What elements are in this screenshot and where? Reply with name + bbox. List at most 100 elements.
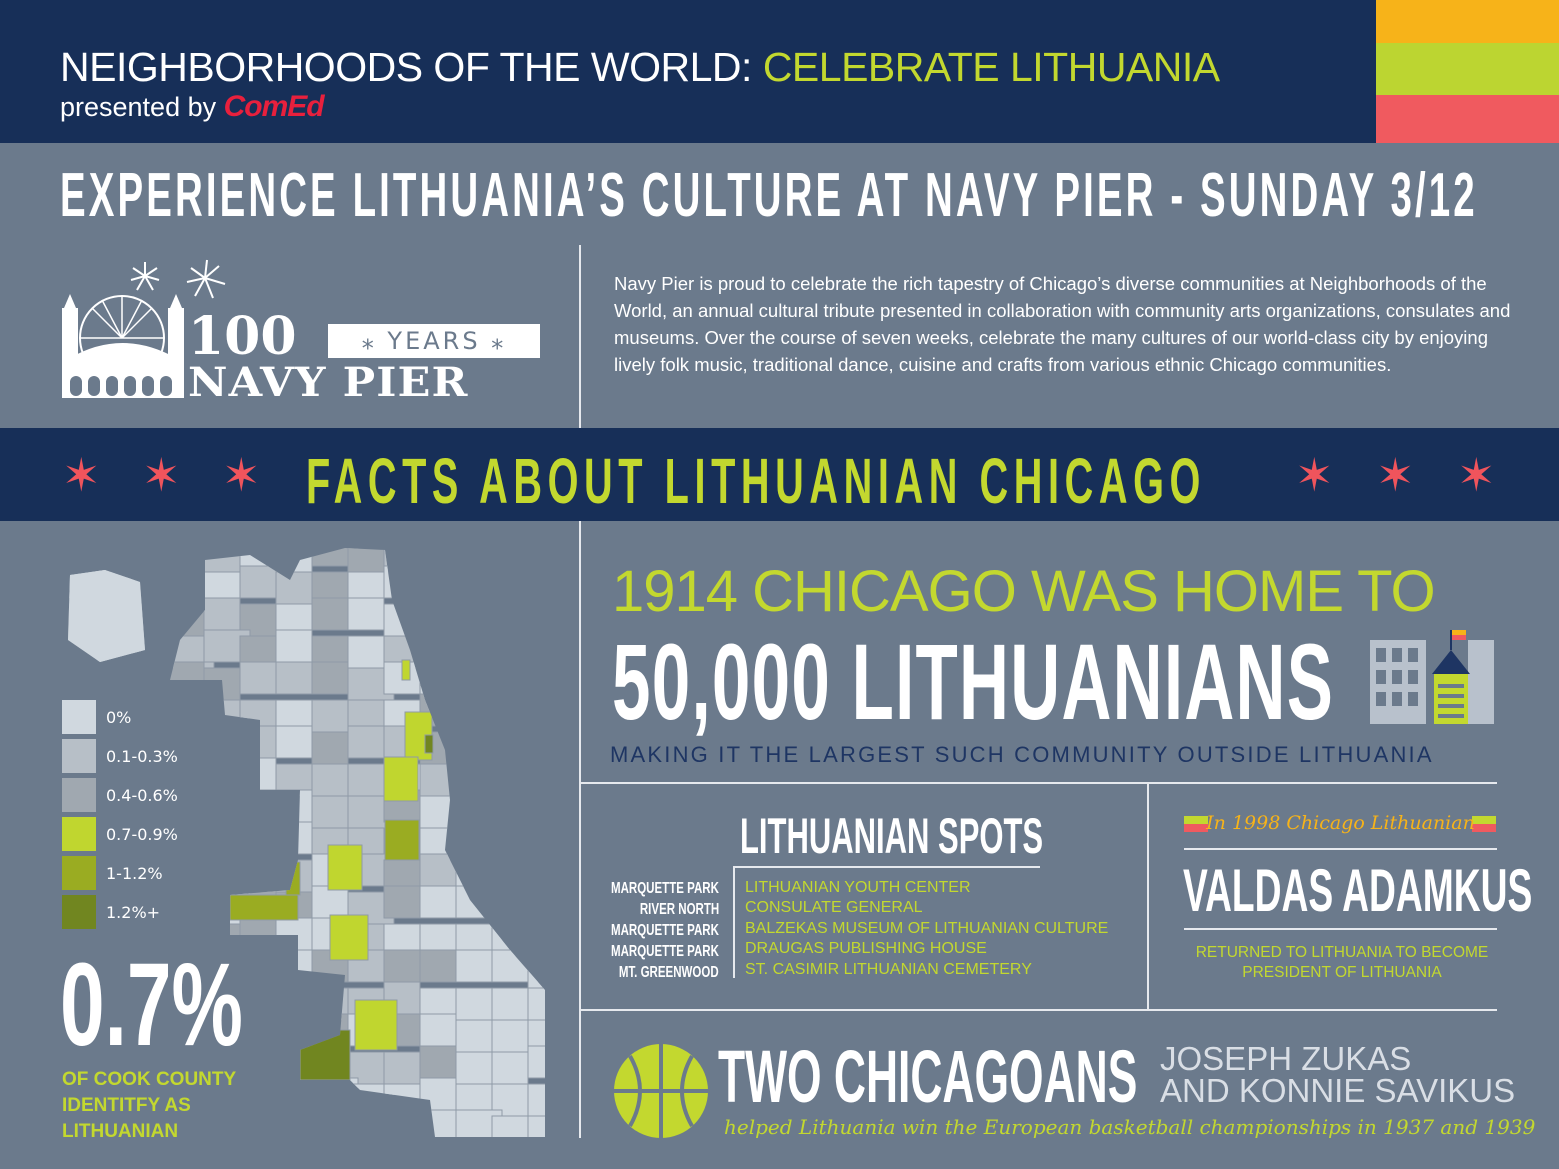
map-region xyxy=(419,763,467,797)
map-region xyxy=(167,603,205,637)
map-region xyxy=(527,629,545,663)
spot-place: LITHUANIAN YOUTH CENTER xyxy=(745,879,971,896)
intro-paragraph: Navy Pier is proud to celebrate the rich… xyxy=(614,273,1511,375)
map-region xyxy=(455,949,493,983)
divider xyxy=(579,521,581,1138)
map-region xyxy=(419,1077,457,1111)
star-icon: ✶ xyxy=(142,448,181,502)
map-region xyxy=(527,853,545,887)
map-region xyxy=(275,1115,323,1137)
map-region xyxy=(383,1083,421,1117)
map-region xyxy=(383,565,431,599)
map-region xyxy=(239,981,287,1015)
logo-years-text: YEARS xyxy=(387,327,481,355)
map-region xyxy=(95,548,143,573)
map-region xyxy=(167,693,205,727)
star-icon: ✶ xyxy=(62,448,101,502)
map-region xyxy=(419,667,457,701)
flag-icon xyxy=(1184,816,1208,824)
map-region xyxy=(167,661,205,695)
map-region xyxy=(229,894,299,921)
presented-by-label: presented by xyxy=(60,92,217,122)
legend-label: 1.2%+ xyxy=(106,903,161,922)
map-region xyxy=(491,661,529,695)
legend-label: 0.7-0.9% xyxy=(106,825,178,844)
spot-area: MARQUETTE PARK xyxy=(611,943,719,960)
map-region xyxy=(239,917,277,951)
map-region xyxy=(131,661,169,695)
spot-place: DRAUGAS PUBLISHING HOUSE xyxy=(745,940,987,957)
map-region xyxy=(455,885,503,919)
spot-area: RIVER NORTH xyxy=(639,901,719,918)
logo-100: 100 xyxy=(188,306,297,367)
player-name: JOSEPH ZUKAS xyxy=(1160,1040,1412,1077)
buildings-icon xyxy=(1370,630,1494,724)
star-icon: ✶ xyxy=(1457,448,1496,502)
map-region xyxy=(203,597,241,631)
map-region xyxy=(491,699,529,733)
map-region xyxy=(311,763,349,797)
map-region xyxy=(347,763,385,797)
map-region xyxy=(527,1019,545,1053)
legend-label: 0% xyxy=(106,708,132,727)
map-region xyxy=(527,821,545,855)
map-region xyxy=(383,548,431,573)
map-region xyxy=(527,667,545,701)
basketball-icon xyxy=(614,1044,708,1138)
map-region xyxy=(275,949,313,983)
map-region xyxy=(491,763,539,797)
map-region xyxy=(275,821,313,855)
map-region xyxy=(491,1019,529,1053)
map-region xyxy=(419,603,467,637)
map-region xyxy=(527,548,545,573)
map-region xyxy=(383,756,419,802)
sponsor-logo: ComEd xyxy=(223,90,325,123)
map-region xyxy=(299,1029,351,1081)
map-region xyxy=(203,821,241,855)
map-region xyxy=(239,955,277,989)
facts-banner xyxy=(0,428,1559,521)
map-region xyxy=(491,548,529,573)
spot-area: MARQUETTE PARK xyxy=(611,922,719,939)
map-region xyxy=(419,635,457,669)
map-region xyxy=(203,757,241,791)
map-region xyxy=(311,885,349,919)
divider xyxy=(1184,928,1497,930)
title-main: NEIGHBORHOODS OF THE WORLD: xyxy=(60,44,752,90)
star-icon: ✶ xyxy=(1376,448,1415,502)
map-region xyxy=(491,859,539,893)
map-region xyxy=(167,548,205,573)
map-region xyxy=(275,981,323,1015)
map-region xyxy=(383,603,421,637)
divider xyxy=(733,866,1040,868)
spot-place: CONSULATE GENERAL xyxy=(745,899,923,916)
divider xyxy=(579,245,581,428)
map-region xyxy=(455,725,493,759)
star-icon: ✶ xyxy=(222,448,261,502)
map-region xyxy=(239,565,277,599)
spot-area: MT. GREENWOOD xyxy=(619,964,719,981)
map-region xyxy=(527,795,545,829)
map-region xyxy=(491,629,539,663)
logo-navy-pier: NAVY PIER xyxy=(188,359,469,406)
logo-years: ⁎ YEARS ⁎ xyxy=(361,327,507,355)
map-region xyxy=(167,571,205,605)
map-region xyxy=(68,661,97,695)
map-region xyxy=(419,1045,457,1079)
population-subtitle: MAKING IT THE LARGEST SUCH COMMUNITY OUT… xyxy=(610,742,1434,767)
map-region xyxy=(383,885,421,919)
map-region xyxy=(347,1109,385,1137)
population-figure: 50,000 LITHUANIANS xyxy=(612,621,1335,742)
map-region xyxy=(203,795,241,829)
map-region xyxy=(68,559,161,671)
flag-icon xyxy=(1184,824,1208,832)
flag-stripe-yellow xyxy=(1376,0,1559,43)
map-region xyxy=(311,1109,349,1137)
map-region xyxy=(419,1013,457,1047)
facts-title: FACTS ABOUT LITHUANIAN CHICAGO xyxy=(306,445,1206,517)
event-headline: EXPERIENCE LITHUANIA’S CULTURE AT NAVY P… xyxy=(60,161,1478,230)
spots-title: LITHUANIAN SPOTS xyxy=(740,808,1044,864)
map-region xyxy=(239,548,287,567)
map-region xyxy=(491,1051,529,1085)
map-region xyxy=(527,1083,545,1117)
